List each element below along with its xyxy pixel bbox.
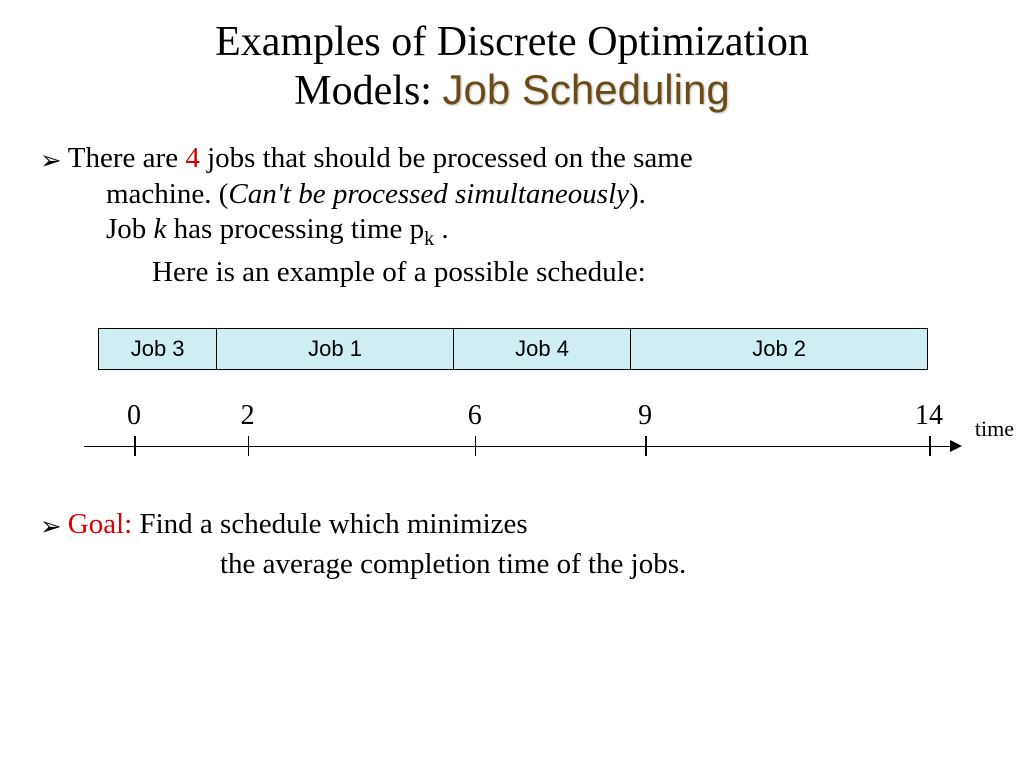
- goal-text1: Find a schedule which minimizes: [132, 508, 527, 540]
- schedule-bar: Job 3Job 1Job 4Job 2: [98, 328, 928, 370]
- job-cell: Job 4: [454, 329, 631, 369]
- axis-label: time: [975, 416, 1014, 442]
- axis-tick-label: 2: [241, 400, 255, 432]
- schedule-diagram: Job 3Job 1Job 4Job 2: [98, 328, 928, 370]
- axis-tick-label: 6: [468, 400, 482, 432]
- bullet-goal: ➢ Goal: Find a schedule which minimizes: [40, 508, 980, 542]
- bullet1-line2: machine. (Can't be processed simultaneou…: [106, 178, 984, 211]
- bullet1-pre: There are: [68, 142, 186, 174]
- bullet1-line2-pre: machine. (: [106, 178, 228, 210]
- goal-block: ➢ Goal: Find a schedule which minimizes …: [40, 502, 980, 581]
- line3: Job k has processing time pk .: [106, 213, 984, 251]
- bullet-1: ➢ There are 4 jobs that should be proces…: [40, 142, 984, 176]
- axis-line: [84, 446, 954, 447]
- goal-line2: the average completion time of the jobs.: [220, 548, 980, 581]
- title-subtitle: Job Scheduling: [442, 66, 729, 113]
- axis-tick: [929, 436, 931, 456]
- line3-mid: has processing time p: [166, 213, 424, 245]
- line4: Here is an example of a possible schedul…: [152, 256, 984, 289]
- job-cell: Job 1: [217, 329, 454, 369]
- bullet-arrow-icon: ➢: [40, 512, 62, 542]
- goal-line1: Goal: Find a schedule which minimizes: [68, 508, 528, 541]
- axis-tick-label: 14: [915, 400, 943, 432]
- goal-label: Goal:: [68, 508, 132, 540]
- job-cell: Job 3: [99, 329, 217, 369]
- axis-tick: [475, 436, 477, 456]
- line3-sub: k: [424, 227, 434, 249]
- bullet1-line2-italic: Can't be processed simultaneously: [228, 178, 629, 210]
- title-line1: Examples of Discrete Optimization: [215, 19, 809, 65]
- line3-post: .: [434, 213, 449, 245]
- bullet-1-text: There are 4 jobs that should be processe…: [68, 142, 693, 175]
- bullet1-num: 4: [185, 142, 200, 174]
- content-block: ➢ There are 4 jobs that should be proces…: [0, 116, 1024, 290]
- time-axis: 026914 time: [84, 394, 984, 484]
- axis-arrow-icon: [950, 440, 962, 452]
- axis-tick: [248, 436, 250, 456]
- axis-tick-label: 0: [127, 400, 141, 432]
- axis-tick-label: 9: [638, 400, 652, 432]
- line3-k: k: [154, 213, 167, 245]
- bullet1-line2-post: ).: [629, 178, 646, 210]
- bullet1-post: jobs that should be processed on the sam…: [200, 142, 693, 174]
- job-cell: Job 2: [631, 329, 927, 369]
- title-line2-prefix: Models:: [294, 68, 442, 114]
- line3-pre: Job: [106, 213, 154, 245]
- slide-title: Examples of Discrete Optimization Models…: [0, 0, 1024, 116]
- bullet-arrow-icon: ➢: [40, 146, 62, 176]
- axis-tick: [645, 436, 647, 456]
- axis-tick: [134, 436, 136, 456]
